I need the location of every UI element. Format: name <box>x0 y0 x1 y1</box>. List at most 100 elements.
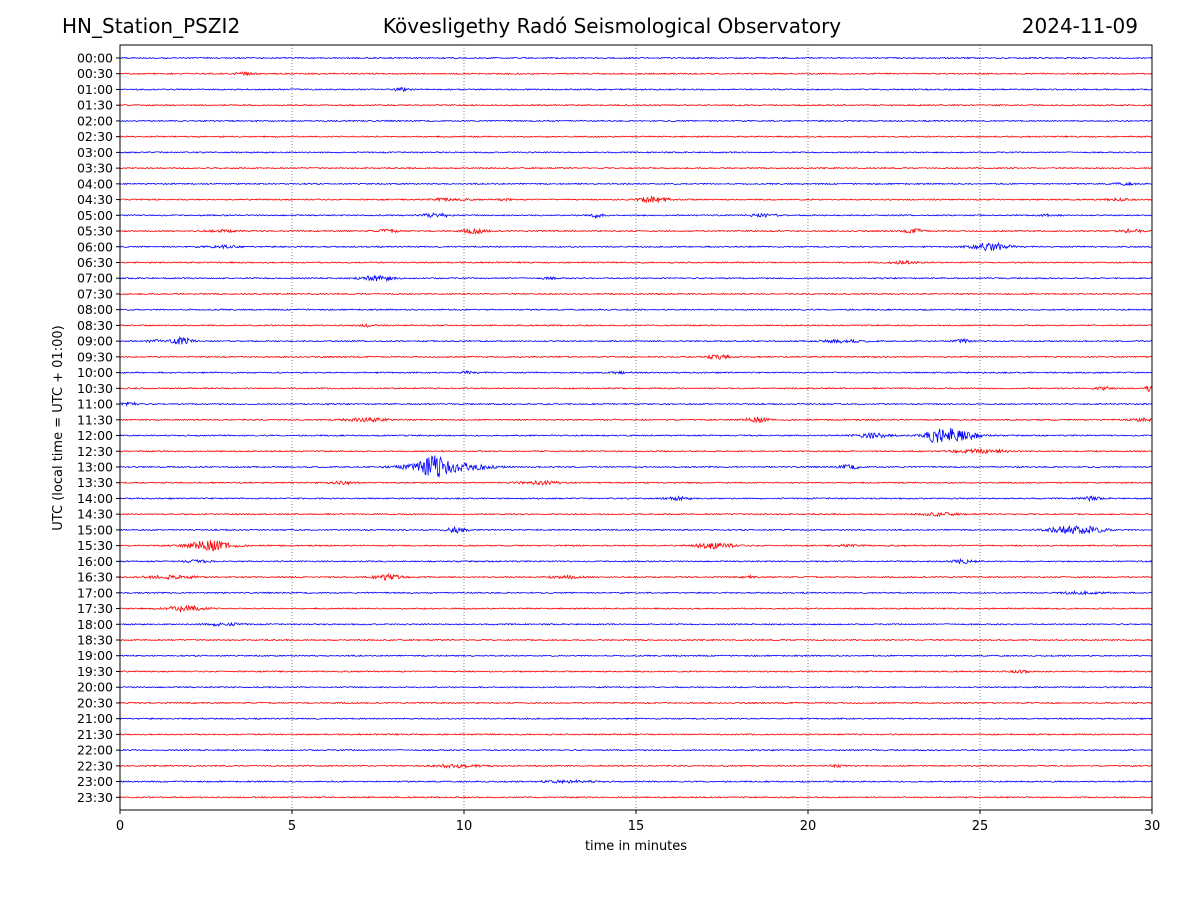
x-tick-label: 0 <box>116 819 124 834</box>
y-tick-label: 03:30 <box>77 161 113 176</box>
y-tick-label: 14:30 <box>77 507 113 522</box>
y-tick-label: 04:00 <box>77 176 113 191</box>
trace-2230 <box>119 763 1153 769</box>
y-tick-label: 02:30 <box>77 129 113 144</box>
y-tick-label: 16:00 <box>77 554 113 569</box>
y-tick-label: 08:00 <box>77 302 113 317</box>
y-tick-label: 04:30 <box>77 192 113 207</box>
trace-1700 <box>119 589 1153 596</box>
trace-2000 <box>119 685 1153 689</box>
trace-2100 <box>119 717 1153 721</box>
trace-1130 <box>119 416 1153 424</box>
y-tick-label: 20:00 <box>77 680 113 695</box>
y-tick-label: 17:00 <box>77 585 113 600</box>
y-tick-label: 00:30 <box>77 66 113 81</box>
y-tick-label: 22:30 <box>77 758 113 773</box>
trace-0630 <box>119 259 1153 265</box>
trace-0200 <box>119 119 1153 123</box>
y-tick-label: 18:00 <box>77 617 113 632</box>
x-ticks: 0 5 10 15 20 25 30 <box>116 810 1160 834</box>
y-tick-label: 05:00 <box>77 208 113 223</box>
trace-0300 <box>119 151 1153 154</box>
station-name: HN_Station_PSZI2 <box>62 14 241 38</box>
chart-title: Kövesligethy Radó Seismological Observat… <box>382 14 842 38</box>
y-tick-label: 19:30 <box>77 664 113 679</box>
trace-0830 <box>119 322 1153 328</box>
trace-1530 <box>119 540 1153 552</box>
y-tick-label: 14:00 <box>77 491 113 506</box>
x-tick-label: 5 <box>288 819 296 834</box>
trace-1600 <box>119 557 1153 565</box>
trace-1200 <box>119 428 1153 444</box>
y-tick-labels: 00:0000:3001:0001:3002:0002:3003:0003:30… <box>77 51 120 805</box>
y-tick-label: 19:00 <box>77 648 113 663</box>
y-tick-label: 15:00 <box>77 522 113 537</box>
trace-2130 <box>119 733 1153 736</box>
y-tick-label: 12:00 <box>77 428 113 443</box>
trace-0330 <box>119 166 1153 170</box>
trace-1730 <box>119 604 1153 614</box>
y-tick-label: 09:00 <box>77 334 113 349</box>
trace-0230 <box>119 135 1153 139</box>
y-tick-label: 06:30 <box>77 255 113 270</box>
trace-0730 <box>119 292 1153 296</box>
trace-0900 <box>119 335 1153 345</box>
x-tick-label: 20 <box>800 819 817 834</box>
y-tick-label: 21:00 <box>77 711 113 726</box>
x-axis-label: time in minutes <box>585 839 687 854</box>
trace-1400 <box>119 495 1152 503</box>
trace-1030 <box>119 385 1153 393</box>
x-tick-label: 30 <box>1144 819 1161 834</box>
y-tick-label: 11:00 <box>77 397 113 412</box>
trace-1900 <box>119 654 1153 658</box>
y-tick-label: 12:30 <box>77 444 113 459</box>
y-tick-label: 23:00 <box>77 774 113 789</box>
trace-0130 <box>119 103 1153 107</box>
trace-2030 <box>119 701 1153 705</box>
y-tick-label: 10:30 <box>77 381 113 396</box>
y-tick-label: 07:30 <box>77 286 113 301</box>
trace-1930 <box>119 669 1153 675</box>
y-tick-label: 18:30 <box>77 633 113 648</box>
y-tick-label: 00:00 <box>77 51 113 66</box>
x-tick-label: 10 <box>456 819 473 834</box>
trace-0030 <box>119 71 1153 77</box>
trace-1330 <box>119 479 1153 487</box>
trace-0000 <box>119 56 1153 60</box>
y-tick-label: 08:30 <box>77 318 113 333</box>
x-tick-label: 15 <box>628 819 645 834</box>
y-tick-label: 20:30 <box>77 695 113 710</box>
y-tick-label: 09:30 <box>77 349 113 364</box>
y-tick-label: 01:00 <box>77 82 113 97</box>
trace-0500 <box>119 212 1153 219</box>
trace-2330 <box>119 795 1153 799</box>
y-tick-label: 13:30 <box>77 475 113 490</box>
trace-1830 <box>119 638 1153 642</box>
trace-0430 <box>119 195 1153 204</box>
y-tick-label: 13:00 <box>77 459 113 474</box>
trace-0600 <box>119 241 1153 252</box>
trace-0800 <box>119 308 1153 312</box>
trace-1630 <box>119 572 1153 581</box>
trace-0700 <box>119 274 1153 283</box>
y-tick-label: 21:30 <box>77 727 113 742</box>
trace-0400 <box>119 181 1153 187</box>
y-tick-label: 03:00 <box>77 145 113 160</box>
y-tick-label: 10:00 <box>77 365 113 380</box>
trace-0100 <box>119 86 1153 93</box>
y-tick-label: 23:30 <box>77 790 113 805</box>
y-tick-label: 22:00 <box>77 743 113 758</box>
y-tick-label: 11:30 <box>77 412 113 427</box>
trace-1230 <box>119 447 1153 455</box>
x-tick-label: 25 <box>972 819 989 834</box>
trace-1100 <box>119 401 1153 407</box>
y-axis-label: UTC (local time = UTC + 01:00) <box>51 325 66 530</box>
grid-layer <box>291 45 981 810</box>
trace-1430 <box>119 511 1153 518</box>
y-tick-label: 07:00 <box>77 271 113 286</box>
trace-0930 <box>119 353 1153 361</box>
y-tick-label: 16:30 <box>77 570 113 585</box>
trace-1300 <box>119 455 1153 478</box>
trace-1500 <box>119 525 1153 535</box>
